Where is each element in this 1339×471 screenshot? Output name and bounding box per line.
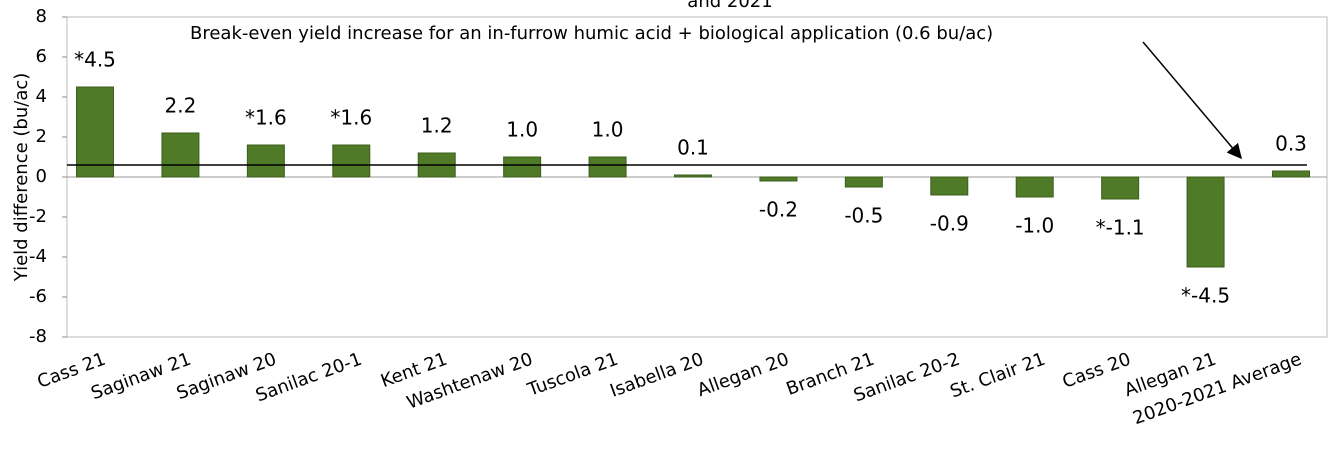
data-label: 0.1 [677, 136, 709, 160]
data-label: 1.0 [506, 118, 538, 142]
bar [930, 176, 969, 196]
bar [332, 144, 371, 178]
bar [1101, 176, 1140, 200]
data-label: -0.2 [759, 198, 798, 222]
bar [503, 156, 542, 178]
y-tick-label: 2 [36, 126, 47, 147]
x-tick-label: St. Clair 21 [947, 349, 1048, 403]
y-tick-label: -4 [29, 246, 47, 267]
bar [1186, 176, 1225, 268]
x-tick-label: Isabella 20 [607, 349, 706, 402]
data-label: 2.2 [165, 94, 197, 118]
bar [161, 132, 200, 178]
y-tick-label: -8 [29, 326, 47, 347]
data-label: 1.0 [592, 118, 624, 142]
bar [1015, 176, 1054, 198]
y-tick-label: 0 [36, 166, 47, 187]
bar [1272, 170, 1310, 178]
data-label: *-4.5 [1181, 284, 1230, 308]
data-label: -0.9 [930, 212, 969, 236]
data-label: 1.2 [421, 114, 453, 138]
y-tick-label: -2 [29, 206, 47, 227]
annotation: Break-even yield increase for an in-furr… [190, 23, 993, 44]
y-tick-label: 6 [36, 46, 47, 67]
annotation-arrow [1142, 41, 1242, 160]
y-tick-label: 4 [36, 86, 47, 107]
x-tick-label: Tuscola 21 [524, 349, 621, 401]
bar [844, 176, 883, 188]
chart-title: and 2021 [687, 0, 772, 12]
bar [674, 174, 712, 178]
x-tick-label: Allegan 20 [695, 349, 792, 402]
y-axis-label: Yield difference (bu/ac) [11, 73, 32, 283]
y-tick-label: 8 [36, 6, 47, 27]
bar [76, 86, 114, 178]
y-tick-label: -6 [29, 286, 47, 307]
data-label: *-1.1 [1096, 216, 1145, 240]
data-label: *1.6 [245, 106, 287, 130]
data-label: -0.5 [844, 204, 883, 228]
bar [588, 156, 627, 178]
data-label: 0.3 [1275, 132, 1307, 156]
bar [759, 176, 798, 182]
bar [246, 144, 285, 178]
data-label: *1.6 [330, 106, 372, 130]
data-label: -1.0 [1015, 214, 1054, 238]
data-label: *4.5 [74, 48, 116, 72]
